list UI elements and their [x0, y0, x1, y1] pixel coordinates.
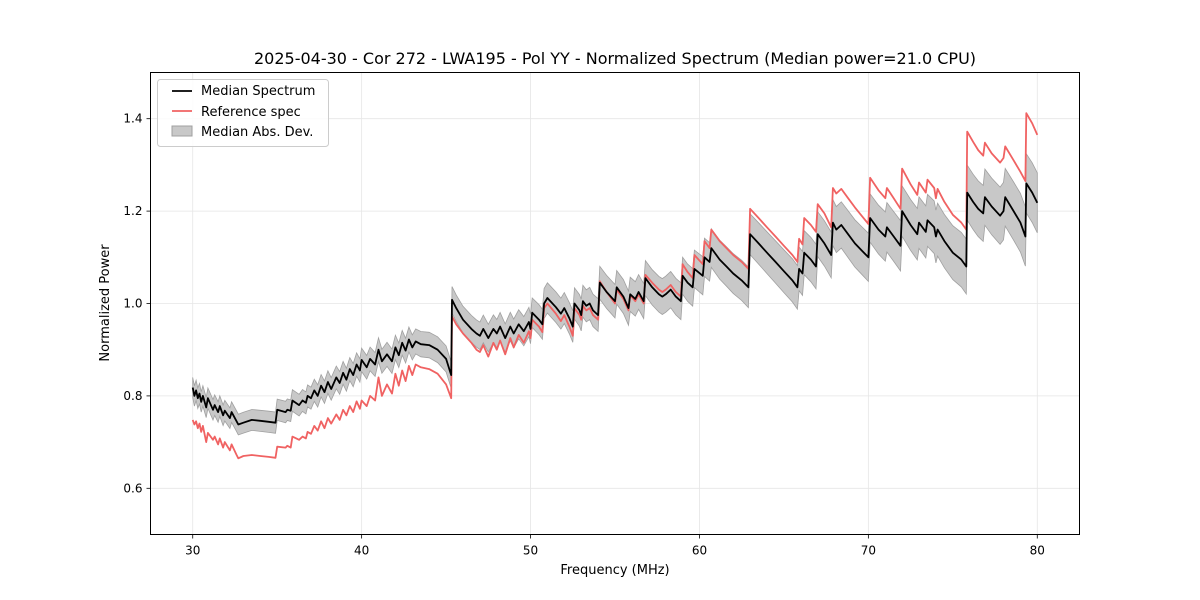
- legend-label-mad: Median Abs. Dev.: [201, 125, 313, 140]
- y-tick-label: 0.8: [123, 389, 142, 403]
- x-tick-label: 30: [185, 544, 200, 558]
- chart-title: 2025-04-30 - Cor 272 - LWA195 - Pol YY -…: [254, 49, 976, 68]
- x-axis-label: Frequency (MHz): [560, 563, 669, 578]
- median-spectrum-line: [191, 182, 1039, 426]
- legend-label-reference: Reference spec: [201, 105, 301, 120]
- legend-entry-reference: Reference spec: [172, 105, 301, 120]
- x-tick-label: 60: [692, 544, 707, 558]
- legend: Median Spectrum Reference spec Median Ab…: [157, 79, 329, 147]
- legend-label-median: Median Spectrum: [201, 84, 315, 99]
- x-tick-label: 40: [354, 544, 369, 558]
- legend-entry-median: Median Spectrum: [172, 84, 315, 99]
- legend-box: [157, 79, 329, 147]
- y-axis: 0.6 0.8 1.0 1.2 1.4: [123, 112, 151, 495]
- y-tick-label: 1.2: [123, 204, 142, 218]
- x-axis: 30 40 50 60 70 80: [185, 534, 1045, 558]
- x-tick-label: 70: [861, 544, 876, 558]
- y-axis-label: Normalized Power: [98, 244, 113, 362]
- series-layer: [191, 112, 1039, 460]
- legend-swatch-mad: [171, 125, 193, 137]
- x-tick-label: 50: [523, 544, 538, 558]
- x-tick-label: 80: [1030, 544, 1045, 558]
- y-tick-label: 0.6: [123, 481, 142, 495]
- y-tick-label: 1.0: [123, 297, 142, 311]
- legend-entry-mad: Median Abs. Dev.: [171, 125, 313, 140]
- y-tick-label: 1.4: [123, 112, 142, 126]
- reference-spec-line: [191, 112, 1039, 460]
